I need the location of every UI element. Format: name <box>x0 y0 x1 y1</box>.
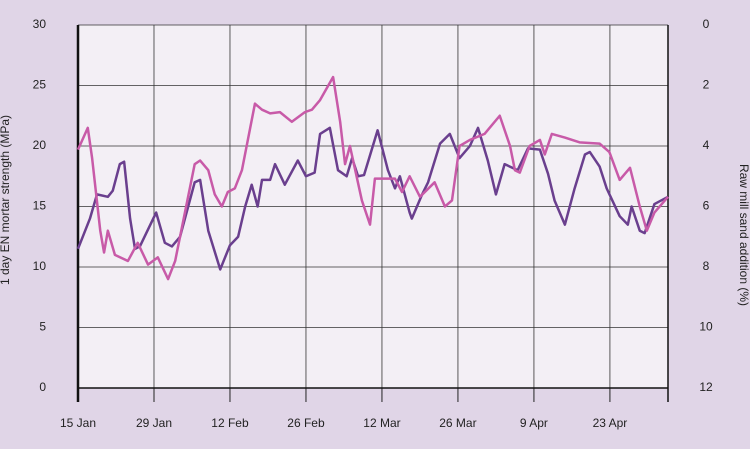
y2-tick-label: 2 <box>703 78 710 92</box>
y-tick-label: 20 <box>33 138 47 152</box>
y-tick-label: 25 <box>33 78 47 92</box>
x-tick-label: 23 Apr <box>593 416 628 430</box>
y-tick-label: 0 <box>39 380 46 394</box>
y-tick-label: 5 <box>39 320 46 334</box>
y-tick-label: 30 <box>33 17 47 31</box>
y2-axis-label: Raw mill sand addition (%) <box>737 164 750 306</box>
y2-tick-label: 8 <box>703 259 710 273</box>
x-tick-label: 29 Jan <box>136 416 172 430</box>
y2-tick-label: 0 <box>703 17 710 31</box>
y-tick-label: 10 <box>33 259 47 273</box>
y-axis-label: 1 day EN mortar strength (MPa) <box>0 115 12 285</box>
x-tick-label: 12 Mar <box>363 416 400 430</box>
x-tick-label: 26 Feb <box>287 416 325 430</box>
x-tick-label: 26 Mar <box>439 416 476 430</box>
y2-tick-label: 4 <box>703 138 710 152</box>
data-line <box>76 75 669 281</box>
y2-tick-label: 12 <box>699 380 713 394</box>
y-tick-label: 15 <box>33 199 47 213</box>
y2-tick-label: 6 <box>703 199 710 213</box>
y2-tick-label: 10 <box>699 320 713 334</box>
x-tick-label: 9 Apr <box>520 416 548 430</box>
x-tick-label: 15 Jan <box>60 416 96 430</box>
x-tick-label: 12 Feb <box>211 416 249 430</box>
